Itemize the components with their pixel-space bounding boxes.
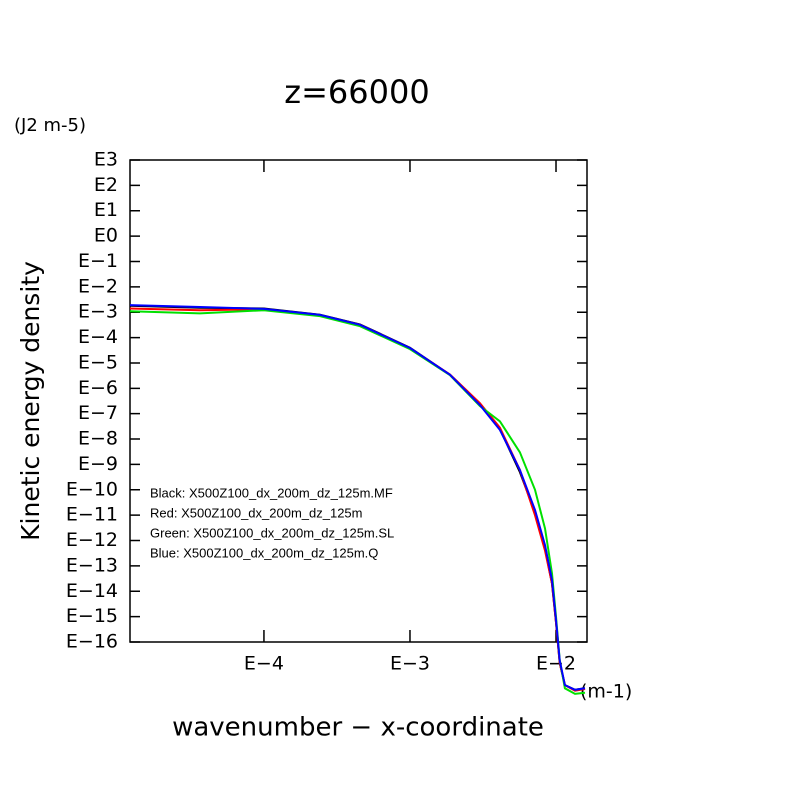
legend-entry: Red: X500Z100_dx_200m_dz_125m	[150, 505, 362, 520]
x-tick-label: E−3	[390, 653, 430, 675]
y-tick-label: E−4	[78, 326, 118, 348]
y-tick-label: E−8	[78, 428, 118, 450]
x-unit: (m-1)	[580, 681, 632, 703]
legend-entry: Green: X500Z100_dx_200m_dz_125m.SL	[150, 525, 394, 540]
y-tick-label: E−3	[78, 301, 118, 323]
y-tick-label: E3	[94, 149, 118, 171]
y-axis-label: Kinetic energy density	[16, 261, 45, 541]
chart-title: z=66000	[284, 73, 429, 111]
y-tick-label: E−5	[78, 351, 118, 373]
series-line	[129, 309, 586, 695]
y-unit: (J2 m-5)	[14, 115, 86, 136]
y-tick-label: E−9	[78, 453, 118, 475]
y-tick-label: E−6	[78, 377, 118, 399]
plot-frame	[129, 159, 588, 643]
y-tick-label: E−14	[66, 580, 118, 602]
y-tick-label: E−7	[78, 402, 118, 424]
series-line	[129, 304, 586, 691]
y-tick-label: E−10	[66, 478, 118, 500]
y-tick-label: E2	[94, 174, 118, 196]
x-tick-label: E−4	[244, 653, 284, 675]
y-tick-label: E−2	[78, 275, 118, 297]
y-tick-label: E−1	[78, 250, 118, 272]
legend-entry: Black: X500Z100_dx_200m_dz_125m.MF	[150, 485, 393, 500]
y-tick-label: E0	[94, 225, 118, 247]
y-tick-label: E−11	[66, 504, 118, 526]
y-tick-label: E−15	[66, 605, 118, 627]
y-tick-label: E−16	[66, 631, 118, 653]
y-tick-label: E−13	[66, 554, 118, 576]
legend-entry: Blue: X500Z100_dx_200m_dz_125m.Q	[150, 545, 378, 560]
x-axis-label: wavenumber − x-coordinate	[172, 713, 544, 743]
x-tick-label: E−2	[536, 653, 576, 675]
y-tick-label: E−12	[66, 529, 118, 551]
y-tick-label: E1	[94, 199, 118, 221]
